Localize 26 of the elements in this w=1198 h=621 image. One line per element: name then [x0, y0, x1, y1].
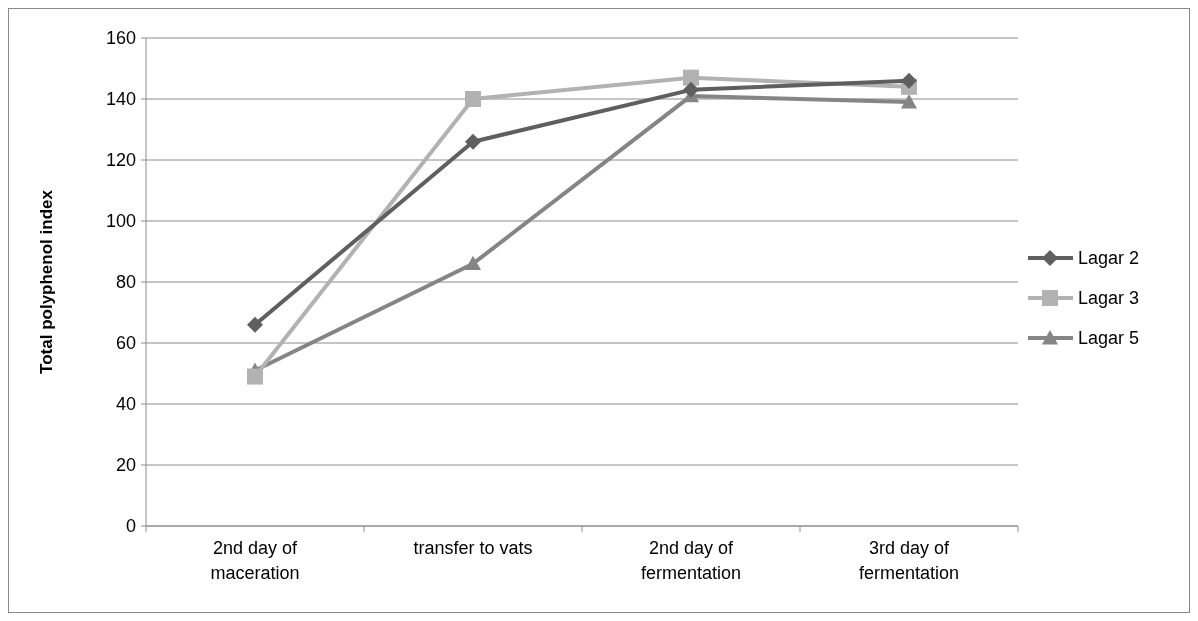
- y-tick-label: 0: [125, 516, 136, 537]
- point: [247, 368, 263, 385]
- y-tick-label: 40: [115, 394, 136, 415]
- point: [465, 255, 481, 271]
- point: [683, 69, 699, 86]
- y-tick-label: 140: [105, 89, 136, 110]
- y-tick-label: 20: [115, 455, 136, 476]
- x-tick-label: 2nd day of maceration: [210, 538, 300, 583]
- y-tick-label: 160: [105, 28, 136, 49]
- x-tick-label: 2nd day of fermentation: [640, 538, 742, 583]
- y-axis-title: Total polyphenol index: [37, 189, 56, 374]
- point: [247, 316, 263, 333]
- point: [901, 94, 917, 109]
- x-tick-label: 3rd day of fermentation: [858, 538, 960, 583]
- legend-label: Lagar 5: [1078, 328, 1140, 349]
- y-tick-label: 60: [115, 333, 136, 354]
- x-tick-label: transfer to vats: [413, 538, 533, 558]
- point: [465, 133, 481, 150]
- y-tick-label: 120: [105, 150, 136, 171]
- point: [465, 91, 481, 107]
- point: [901, 72, 917, 89]
- legend-label: Lagar 3: [1078, 288, 1140, 309]
- y-tick-label: 80: [115, 272, 136, 293]
- y-tick-label: 100: [105, 211, 136, 232]
- legend-label: Lagar 2: [1078, 248, 1140, 269]
- point: [683, 81, 699, 98]
